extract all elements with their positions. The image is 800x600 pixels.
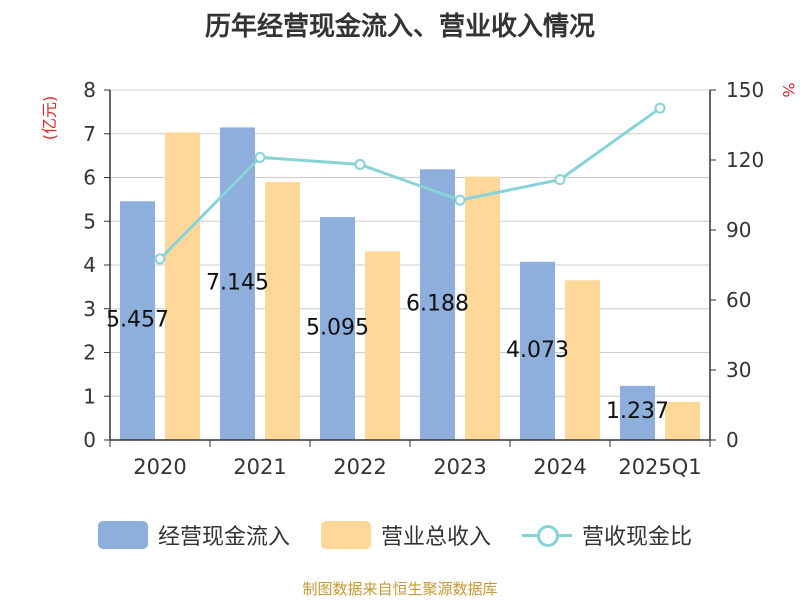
bar-cash-inflow[interactable] xyxy=(320,217,355,440)
y-left-tick-label: 8 xyxy=(83,78,96,102)
x-tick-label: 2020 xyxy=(133,455,186,479)
data-label-cash-inflow: 5.457 xyxy=(106,308,169,333)
point-ratio[interactable] xyxy=(554,174,566,186)
y-right-axis-title: % xyxy=(779,82,798,97)
bar-cash-inflow[interactable] xyxy=(620,385,655,440)
x-tick-label: 2022 xyxy=(333,455,386,479)
legend-label-cash-inflow: 经营现金流入 xyxy=(158,525,291,550)
y-left-tick-label: 3 xyxy=(83,297,96,321)
y-left-axis-title: (亿元) xyxy=(40,96,59,141)
y-left-tick-label: 2 xyxy=(83,341,96,365)
point-ratio[interactable] xyxy=(654,102,666,114)
legend-label-ratio: 营收现金比 xyxy=(582,525,693,550)
y-right-tick-label: 0 xyxy=(726,428,739,452)
legend-item-cash-inflow[interactable]: 经营现金流入 xyxy=(98,515,290,555)
y-right-tick-label: 90 xyxy=(726,218,751,242)
line-ratio xyxy=(158,106,661,260)
bar-cash-inflow[interactable] xyxy=(420,169,455,440)
bar-revenue[interactable] xyxy=(565,280,600,440)
point-ratio[interactable] xyxy=(254,151,266,163)
y-left-tick-label: 1 xyxy=(83,384,96,408)
y-left-tick-label: 5 xyxy=(83,209,96,233)
y-right-tick-label: 150 xyxy=(726,78,764,102)
data-label-cash-inflow: 5.095 xyxy=(306,316,369,341)
data-label-cash-inflow: 7.145 xyxy=(206,271,269,296)
point-ratio[interactable] xyxy=(354,158,366,170)
data-label-cash-inflow: 6.188 xyxy=(406,292,469,317)
y-right-tick-label: 120 xyxy=(726,148,764,172)
x-tick-label: 2023 xyxy=(433,455,486,479)
legend: 经营现金流入 营业总收入 营收现金比 xyxy=(0,515,800,555)
legend-line-ratio-icon xyxy=(522,521,572,549)
y-left-tick-label: 7 xyxy=(83,122,96,146)
y-left-tick-label: 0 xyxy=(83,428,96,452)
legend-swatch-cash-inflow xyxy=(98,521,148,549)
legend-label-revenue: 营业总收入 xyxy=(381,525,492,550)
legend-swatch-revenue xyxy=(321,521,371,549)
source-note: 制图数据来自恒生聚源数据库 xyxy=(302,580,498,598)
data-label-cash-inflow: 4.073 xyxy=(506,338,569,363)
y-left-tick-label: 6 xyxy=(83,166,96,190)
y-right-tick-label: 30 xyxy=(726,358,751,382)
bar-cash-inflow[interactable] xyxy=(520,261,555,440)
y-left-tick-label: 4 xyxy=(83,253,96,277)
point-ratio[interactable] xyxy=(454,194,466,206)
y-right-tick-label: 60 xyxy=(726,288,751,312)
point-ratio[interactable] xyxy=(154,253,166,265)
x-tick-label: 2024 xyxy=(533,455,586,479)
bar-revenue[interactable] xyxy=(165,132,200,440)
x-tick-label: 2025Q1 xyxy=(618,455,701,479)
chart-title: 历年经营现金流入、营业收入情况 xyxy=(204,12,595,42)
bar-revenue[interactable] xyxy=(265,181,300,440)
bar-revenue[interactable] xyxy=(465,176,500,440)
legend-item-ratio[interactable]: 营收现金比 xyxy=(522,515,692,555)
bar-revenue[interactable] xyxy=(365,251,400,440)
data-label-cash-inflow: 1.237 xyxy=(606,399,669,424)
bar-cash-inflow[interactable] xyxy=(120,201,155,440)
legend-item-revenue[interactable]: 营业总收入 xyxy=(321,515,491,555)
x-tick-label: 2021 xyxy=(233,455,286,479)
bar-revenue[interactable] xyxy=(665,401,700,440)
